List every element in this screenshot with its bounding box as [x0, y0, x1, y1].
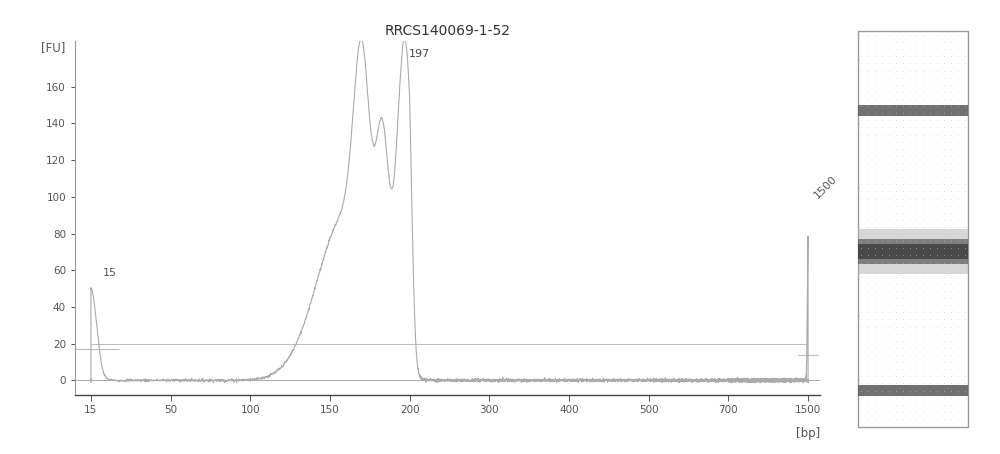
Text: 1500: 1500: [812, 173, 839, 201]
Title: RRCS140069-1-52: RRCS140069-1-52: [384, 25, 511, 38]
Text: 15: 15: [103, 267, 117, 277]
Text: [bp]: [bp]: [796, 427, 820, 440]
Bar: [858, 244, 968, 259]
Bar: [858, 229, 968, 274]
Bar: [858, 385, 968, 396]
Bar: [858, 239, 968, 264]
Text: [FU]: [FU]: [41, 41, 66, 54]
Text: 197: 197: [409, 49, 430, 59]
Bar: [858, 31, 968, 427]
Bar: [858, 105, 968, 116]
